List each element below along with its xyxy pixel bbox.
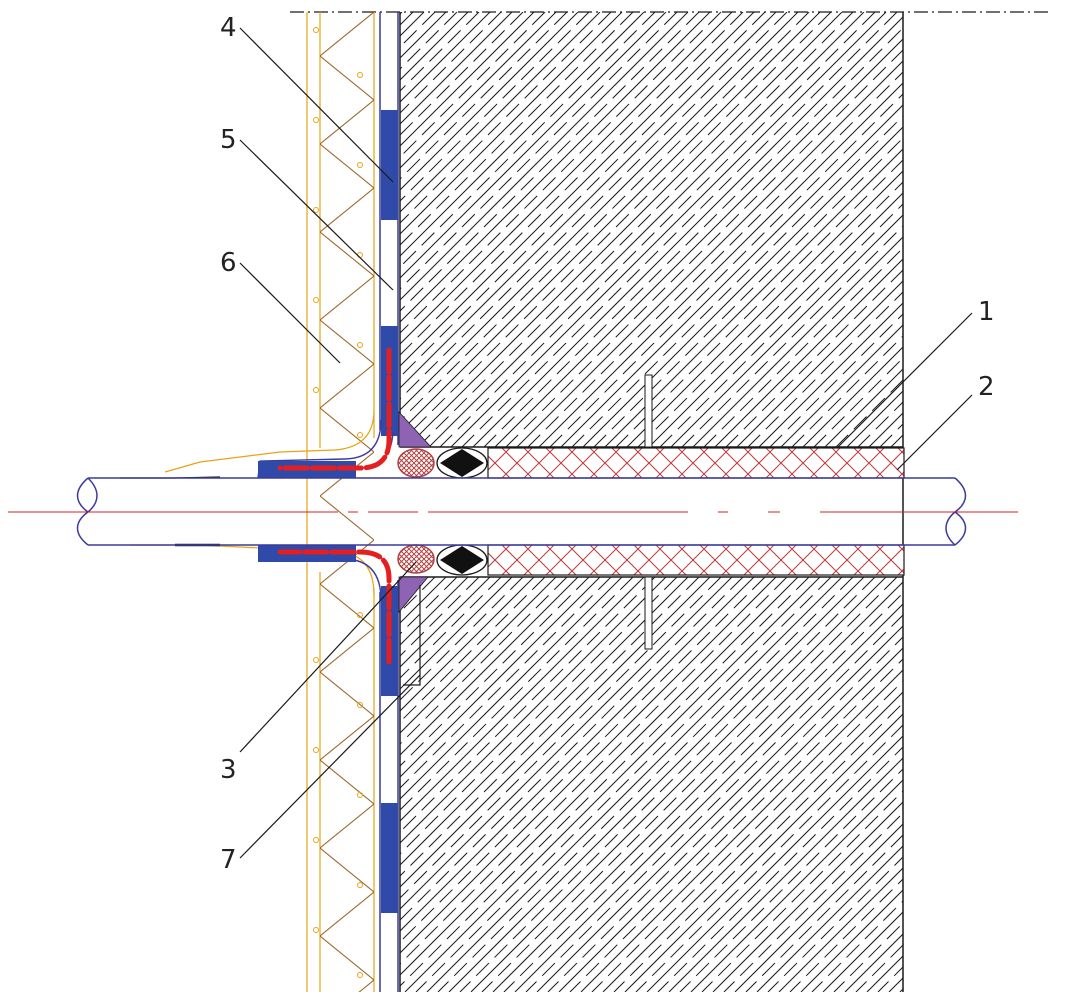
backing-rope	[397, 448, 435, 574]
callout-label-6: 6	[220, 248, 237, 278]
insulation-board	[306, 12, 375, 992]
pipe	[76, 477, 967, 546]
callout-leaders	[239, 27, 973, 859]
bracket-line	[403, 585, 421, 686]
callout-label-4: 4	[220, 13, 237, 43]
sleeve	[487, 447, 905, 576]
callout-label-5: 5	[220, 125, 237, 155]
anchor-stud-bottom	[644, 576, 653, 650]
sealant-fillet-bottom	[398, 576, 429, 614]
reinforcement-tape	[277, 347, 392, 665]
sealant-fillet-top	[398, 410, 432, 448]
callout-label-2: 2	[978, 372, 995, 402]
concrete-wall	[399, 12, 904, 992]
anchor-stud-top	[644, 374, 653, 448]
callout-label-3: 3	[220, 755, 237, 785]
callout-label-7: 7	[220, 845, 237, 875]
callout-label-1: 1	[978, 297, 995, 327]
